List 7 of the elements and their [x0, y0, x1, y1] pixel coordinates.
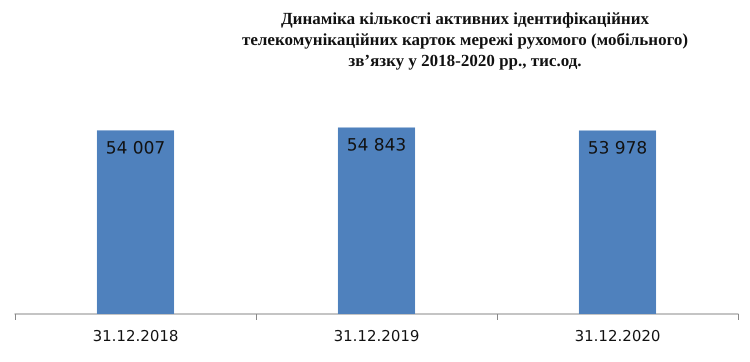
x-tick-label: 31.12.2019: [334, 326, 420, 345]
data-label: 53 978: [588, 138, 648, 158]
x-tick-label: 31.12.2018: [92, 326, 178, 345]
data-label: 54 843: [346, 135, 406, 156]
chart-title: Динаміка кількості активних ідентифікаційних телекомунікаційних карток мережі рухомого (мобільного) зв’язку у 2018-2020 рр., тис.од.: [240, 8, 690, 71]
data-label: 54 007: [106, 138, 166, 158]
x-tick-label: 31.12.2020: [574, 326, 660, 345]
